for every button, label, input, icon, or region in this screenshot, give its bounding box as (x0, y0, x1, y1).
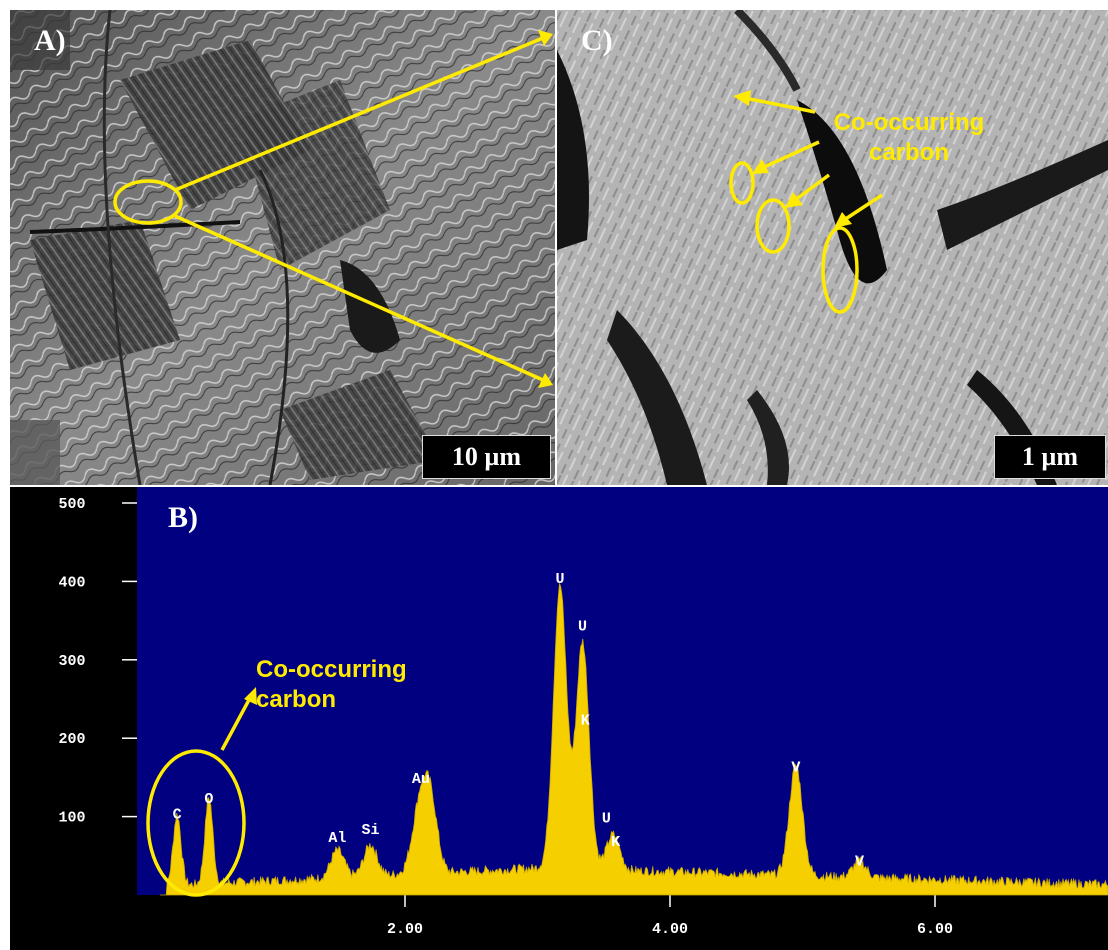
sem-image-c: C) Co-occurring carbon 1 µm (557, 10, 1108, 485)
peak-label: O (204, 791, 213, 808)
peak-label: U (602, 810, 611, 827)
eds-spectrum: 500 400 300 200 100 2.00 4.00 6.00 C O Al Si Au U U K… (10, 487, 1108, 950)
scale-bar-c: 1 µm (994, 435, 1106, 479)
spectrum-area (159, 583, 1108, 896)
panel-c-label: C) (581, 24, 613, 57)
sem-texture-a (10, 10, 555, 485)
peak-label: Au (412, 771, 430, 788)
y-tick-label: 200 (58, 731, 85, 748)
sem-image-a: A) 10 µm (10, 10, 555, 485)
x-tick-label: 4.00 (652, 921, 688, 938)
callout-c-line2: carbon (868, 139, 949, 166)
sem-texture-c (557, 10, 1108, 485)
callout-b: Co-occurring carbon (256, 655, 407, 715)
callout-c-line1: Co-occurring (833, 109, 985, 136)
peak-label: U (578, 618, 587, 635)
y-tick-label: 300 (58, 653, 85, 670)
peak-label: Al (328, 830, 346, 847)
annotation-overlay-c (729, 90, 883, 314)
x-tick-label: 6.00 (917, 921, 953, 938)
peak-label: C (173, 806, 182, 823)
panel-a-label: A) (34, 24, 66, 57)
y-tick-label: 500 (58, 496, 85, 513)
peak-label: K (611, 834, 620, 851)
x-tick-label: 2.00 (387, 921, 423, 938)
plot-area (137, 487, 1108, 895)
peak-label: V (855, 853, 864, 870)
peak-label: U (556, 571, 565, 588)
scale-bar-a: 10 µm (422, 435, 551, 479)
callout-b-line2: carbon (256, 686, 337, 713)
peak-label: Si (362, 822, 380, 839)
peak-label: V (791, 759, 800, 776)
annotation-overlay-b (146, 687, 257, 897)
y-tick-label: 400 (58, 574, 85, 591)
callout-c: Co-occurring carbon (819, 108, 999, 168)
peak-label: K (581, 712, 590, 729)
callout-b-line1: Co-occurring (256, 656, 407, 683)
panel-b-label: B) (168, 501, 198, 534)
y-tick-label: 100 (58, 810, 85, 827)
